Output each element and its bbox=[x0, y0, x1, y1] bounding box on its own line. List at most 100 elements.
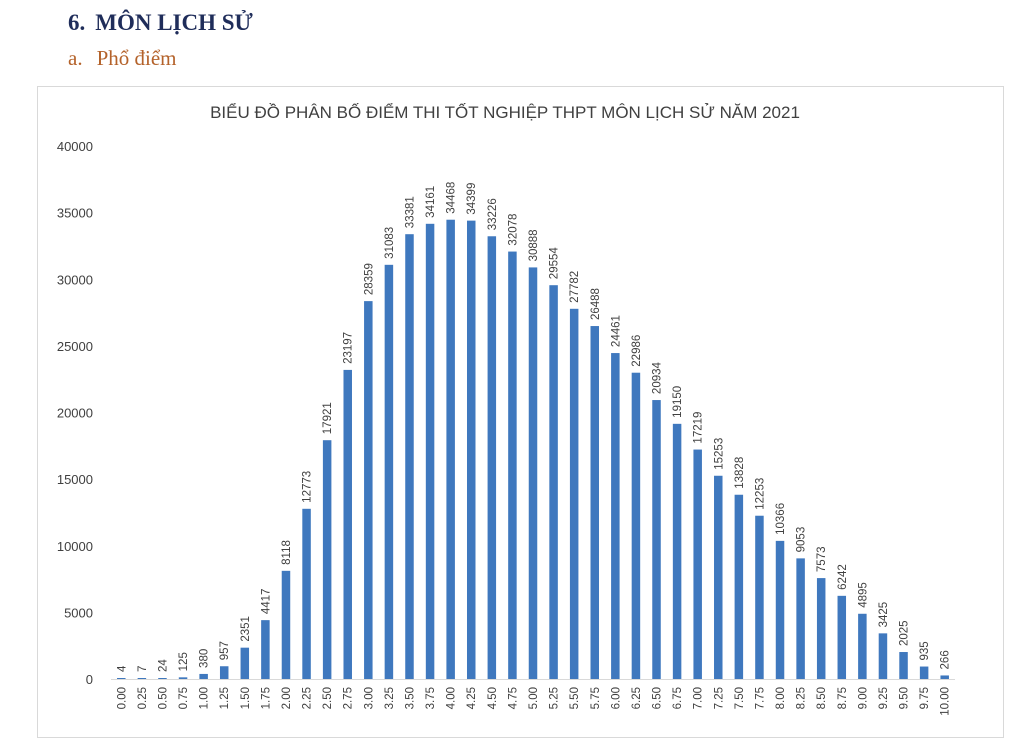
bar bbox=[816, 578, 826, 679]
data-label: 34399 bbox=[466, 183, 478, 215]
bar bbox=[405, 234, 414, 679]
subsection-letter: a. bbox=[68, 46, 83, 70]
x-tick-label: 3.50 bbox=[404, 687, 416, 709]
x-tick-label: 3.00 bbox=[363, 687, 375, 709]
bar bbox=[219, 666, 229, 679]
data-label: 957 bbox=[219, 641, 231, 660]
data-label: 6242 bbox=[837, 564, 849, 590]
data-label: 29554 bbox=[549, 247, 561, 280]
data-label: 24 bbox=[157, 659, 169, 672]
data-label: 19150 bbox=[672, 386, 684, 418]
data-label: 31083 bbox=[384, 227, 396, 259]
data-label: 20934 bbox=[652, 361, 664, 394]
bar bbox=[240, 647, 250, 679]
chart-container: BIỂU ĐỒ PHÂN BỐ ĐIỂM THI TỐT NGHIỆP THPT… bbox=[37, 86, 1004, 738]
x-tick-label: 9.75 bbox=[919, 687, 931, 709]
data-label: 30888 bbox=[528, 229, 540, 261]
data-label: 27782 bbox=[569, 271, 581, 303]
x-tick-label: 8.50 bbox=[816, 687, 828, 709]
x-tick-label: 7.25 bbox=[713, 687, 725, 709]
bar bbox=[158, 678, 167, 679]
data-label: 33226 bbox=[487, 198, 499, 230]
bar bbox=[261, 620, 270, 679]
bar bbox=[178, 677, 188, 679]
x-tick-label: 5.25 bbox=[549, 687, 561, 709]
data-label: 34161 bbox=[425, 186, 437, 218]
data-label: 10366 bbox=[775, 503, 787, 535]
y-tick-label: 15000 bbox=[57, 472, 93, 487]
x-tick-label: 6.25 bbox=[631, 687, 643, 709]
x-tick-label: 3.25 bbox=[384, 687, 396, 709]
x-tick-label: 5.00 bbox=[528, 687, 540, 709]
data-label: 7 bbox=[137, 666, 149, 672]
x-tick-label: 6.00 bbox=[610, 687, 622, 709]
x-tick-label: 4.75 bbox=[507, 687, 519, 709]
bar bbox=[508, 251, 517, 679]
y-tick-label: 25000 bbox=[57, 339, 93, 354]
section-number: 6. bbox=[68, 10, 86, 35]
data-label: 125 bbox=[178, 652, 190, 671]
bar bbox=[714, 475, 723, 679]
x-tick-label: 0.25 bbox=[137, 687, 149, 709]
data-label: 17219 bbox=[693, 412, 705, 444]
bar bbox=[755, 515, 764, 679]
x-tick-label: 3.75 bbox=[425, 687, 437, 709]
x-tick-label: 9.50 bbox=[899, 687, 911, 709]
bar bbox=[858, 613, 867, 679]
data-label: 380 bbox=[199, 649, 211, 668]
data-label: 33381 bbox=[404, 196, 416, 228]
x-tick-label: 2.00 bbox=[281, 687, 293, 709]
bar bbox=[631, 372, 641, 679]
bar bbox=[940, 675, 949, 679]
x-tick-label: 9.25 bbox=[878, 687, 890, 709]
x-tick-label: 2.50 bbox=[322, 687, 334, 709]
data-label: 4 bbox=[116, 665, 128, 672]
x-tick-label: 10.00 bbox=[940, 687, 952, 716]
y-tick-label: 0 bbox=[86, 672, 93, 687]
bar bbox=[117, 678, 126, 679]
x-tick-label: 0.50 bbox=[157, 687, 169, 709]
data-label: 15253 bbox=[713, 438, 725, 470]
bar bbox=[569, 308, 579, 679]
bar bbox=[364, 301, 373, 679]
x-tick-label: 4.25 bbox=[466, 687, 478, 709]
x-tick-label: 1.75 bbox=[260, 687, 272, 709]
bar-series: 4 7 24 125 380 957 2351 4417 8118 12773 17921 23197… bbox=[116, 182, 952, 679]
bar bbox=[322, 440, 332, 679]
bar bbox=[652, 400, 661, 679]
data-label: 32078 bbox=[507, 214, 519, 246]
x-tick-label: 1.00 bbox=[199, 687, 211, 709]
bar bbox=[775, 540, 785, 679]
x-tick-label: 1.50 bbox=[240, 687, 252, 709]
data-label: 3425 bbox=[878, 602, 890, 628]
y-tick-label: 5000 bbox=[64, 605, 93, 620]
score-distribution-chart: BIỂU ĐỒ PHÂN BỐ ĐIỂM THI TỐT NGHIỆP THPT… bbox=[57, 102, 955, 716]
bar bbox=[878, 633, 888, 679]
subsection-title: Phổ điểm bbox=[96, 46, 177, 70]
bar bbox=[446, 219, 455, 679]
x-tick-label: 8.75 bbox=[837, 687, 849, 709]
x-axis: 0.00 0.25 0.50 0.75 1.00 1.25 1.50 1.75 2.00 2.25… bbox=[111, 679, 955, 716]
y-axis: 0 5000 10000 15000 20000 25000 30000 35000 40000 bbox=[57, 139, 93, 687]
x-tick-label: 7.00 bbox=[693, 687, 705, 709]
x-tick-label: 0.00 bbox=[116, 687, 128, 709]
bar bbox=[487, 236, 497, 679]
bar bbox=[281, 570, 291, 679]
data-label: 8118 bbox=[281, 540, 293, 565]
data-label: 935 bbox=[919, 641, 931, 660]
data-label: 17921 bbox=[322, 402, 334, 434]
x-tick-label: 7.50 bbox=[734, 687, 746, 709]
chart-title: BIỂU ĐỒ PHÂN BỐ ĐIỂM THI TỐT NGHIỆP THPT… bbox=[210, 102, 800, 122]
x-tick-label: 6.75 bbox=[672, 687, 684, 709]
bar bbox=[302, 508, 311, 679]
x-tick-label: 5.50 bbox=[569, 687, 581, 709]
bar bbox=[693, 449, 702, 679]
x-tick-label: 5.75 bbox=[590, 687, 602, 709]
data-label: 4895 bbox=[857, 582, 869, 608]
x-tick-label: 0.75 bbox=[178, 687, 190, 709]
x-tick-label: 2.25 bbox=[302, 687, 314, 709]
data-label: 13828 bbox=[734, 457, 746, 489]
x-tick-label: 4.00 bbox=[446, 687, 458, 709]
data-label: 22986 bbox=[631, 335, 643, 367]
x-tick-label: 8.25 bbox=[796, 687, 808, 709]
